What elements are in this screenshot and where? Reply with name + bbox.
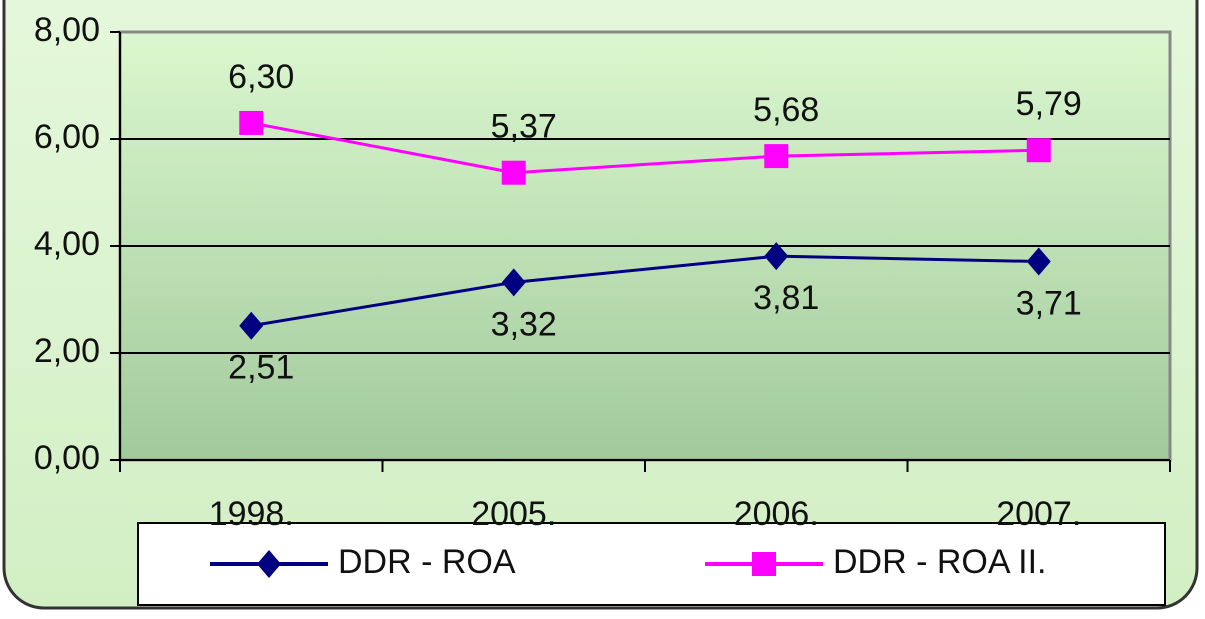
x-tick-label: 2006. [734,495,819,533]
marker [501,268,526,297]
legend [137,522,1166,606]
marker [239,311,264,340]
marker [501,160,526,185]
y-tick-label: 2,00 [34,332,100,370]
line [251,254,1039,328]
marker [239,110,264,135]
marker [764,242,789,271]
data-label: 5,79 [1016,85,1082,123]
data-label: 3,71 [1016,284,1082,322]
data-label: 5,68 [753,91,819,129]
marker [257,550,281,578]
marker [752,552,776,576]
x-tick-label: 2005. [471,495,556,533]
data-label: 5,37 [491,108,557,146]
x-tick-label: 2007. [996,495,1081,533]
y-tick-label: 0,00 [34,439,100,477]
data-label: 2,51 [228,349,294,387]
marker [1026,138,1051,163]
y-tick-label: 6,00 [34,118,100,156]
data-label: 6,30 [228,58,294,96]
y-tick-label: 4,00 [34,225,100,263]
x-tick-label: 1998. [209,495,294,533]
legend-label: DDR - ROA II. [833,543,1046,581]
data-label: 3,81 [753,279,819,317]
legend-label: DDR - ROA [338,543,516,581]
marker [764,144,789,169]
y-tick-label: 8,00 [34,11,100,49]
marker [1026,247,1051,276]
data-label: 3,32 [491,305,557,343]
line [250,121,1039,175]
